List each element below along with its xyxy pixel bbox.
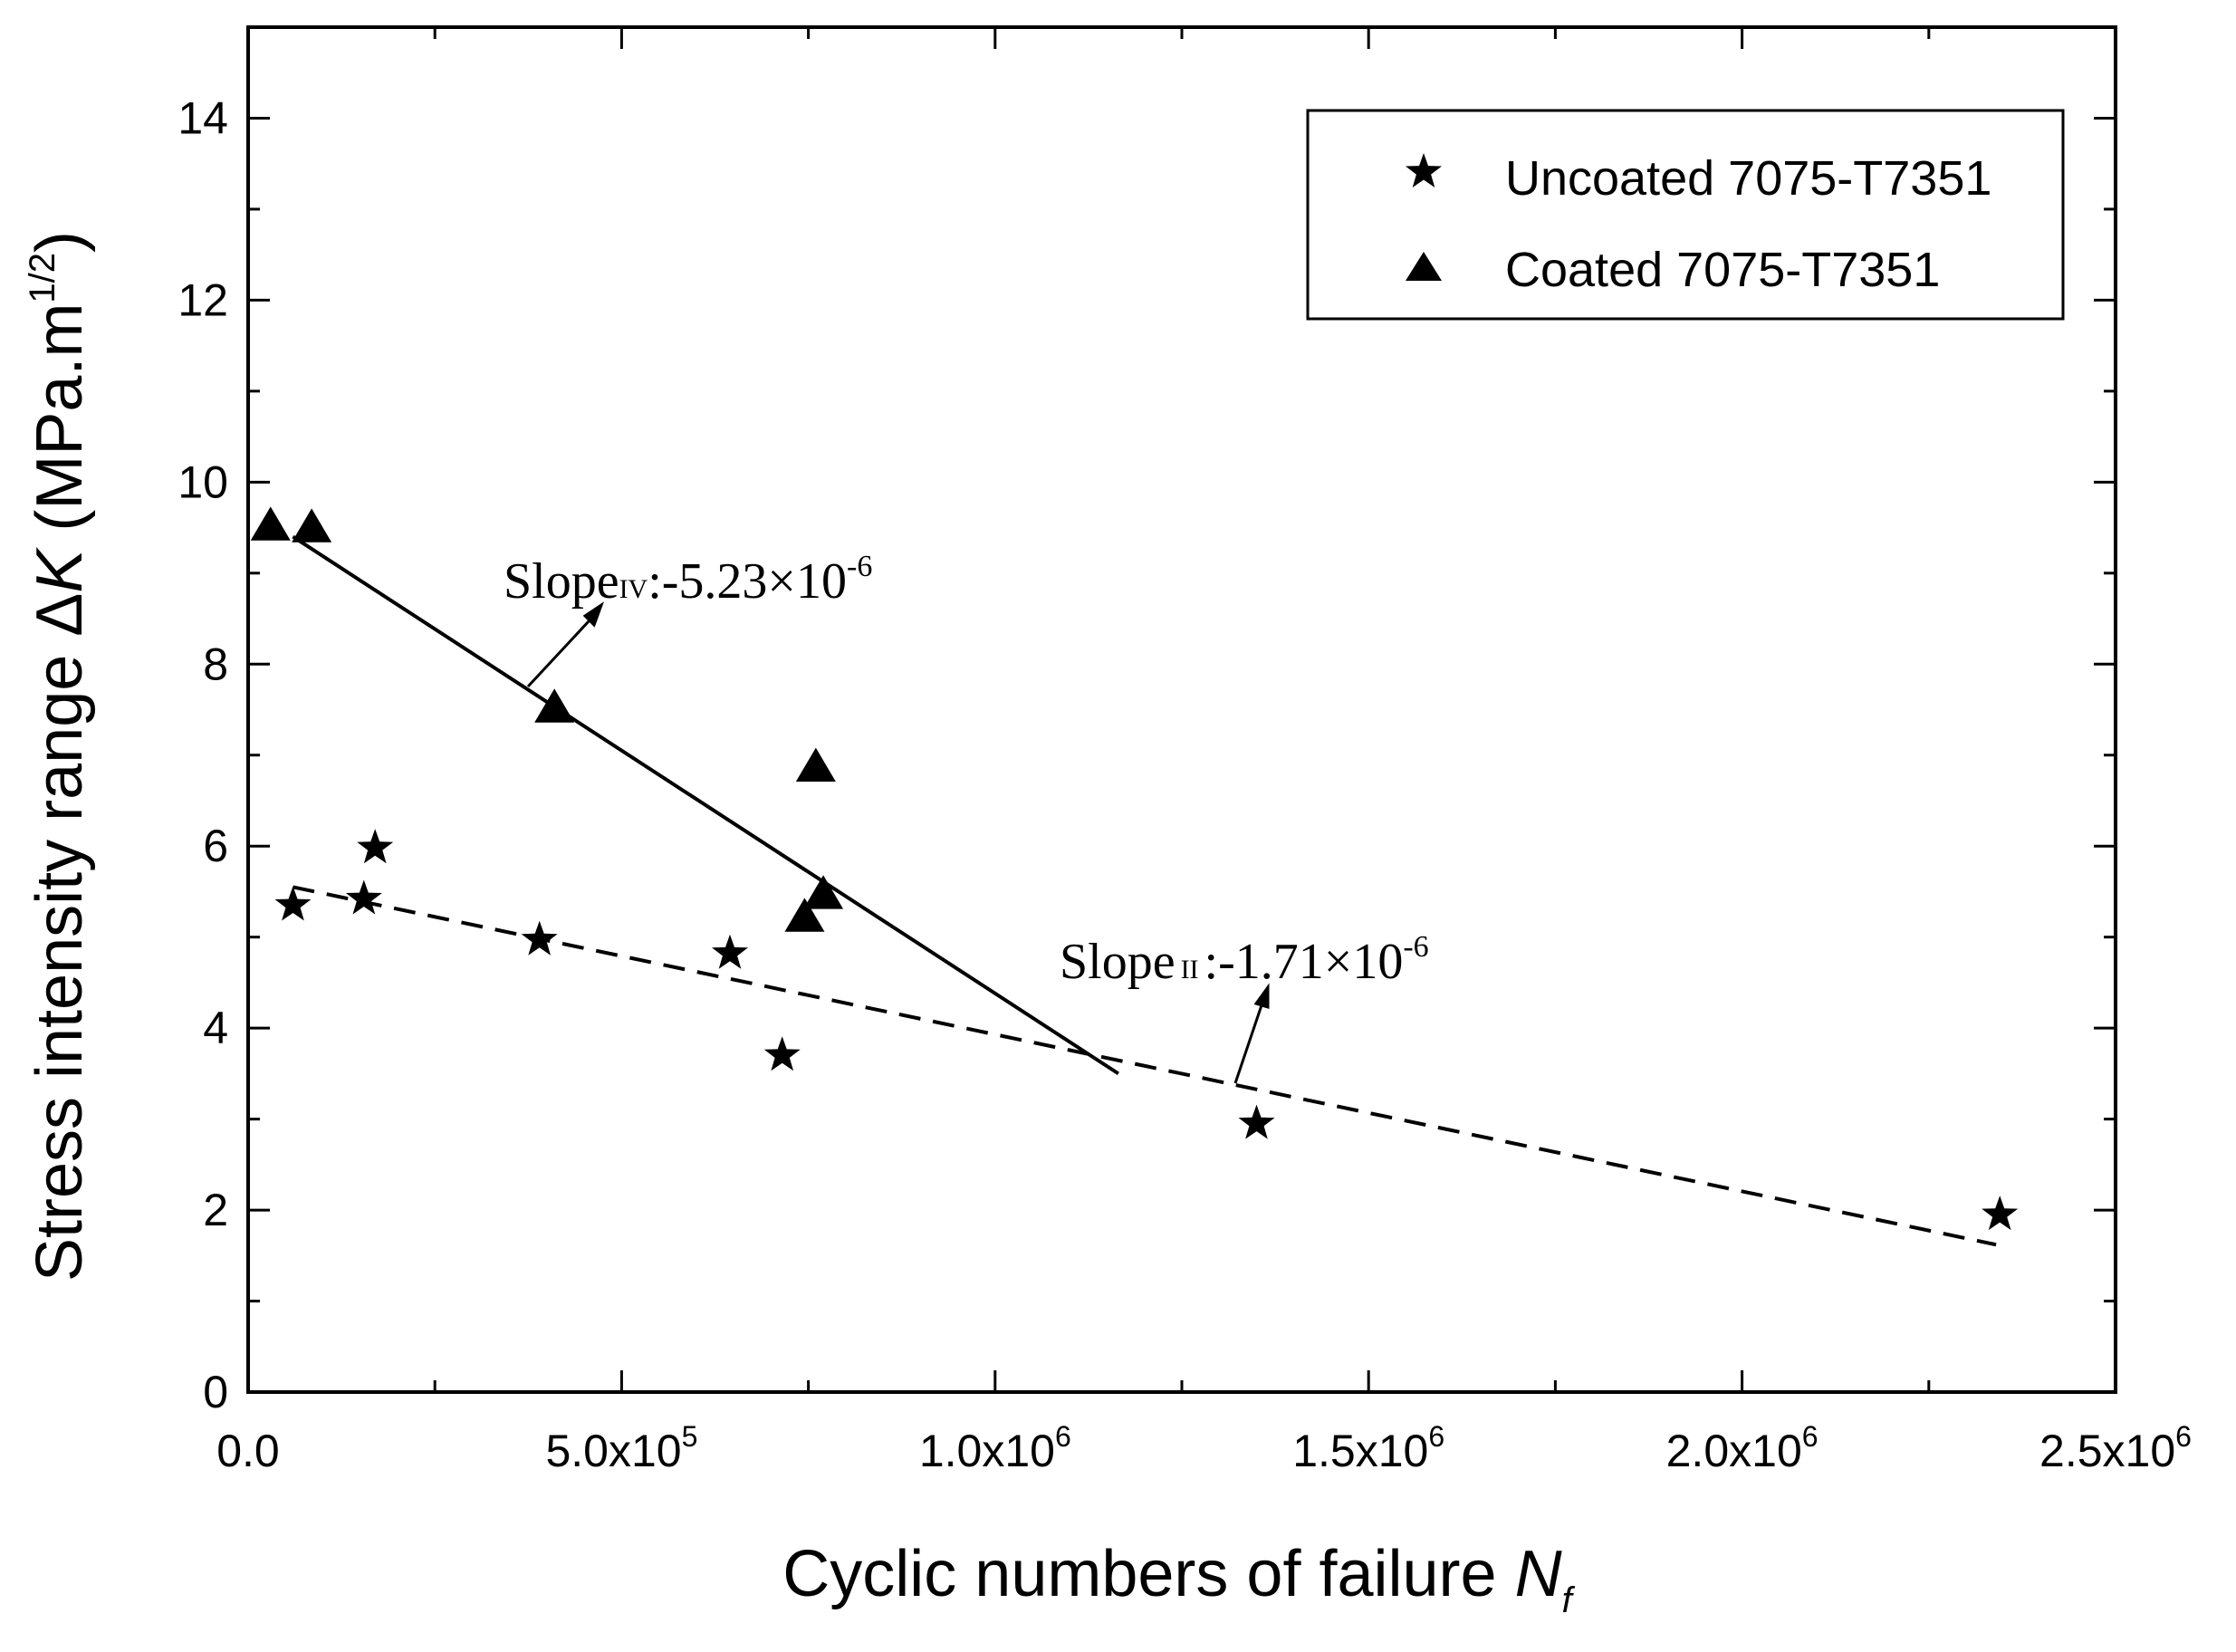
uncoated-star-point bbox=[345, 879, 382, 915]
x-axis-title: Cyclic numbers of failure Nf bbox=[782, 1538, 1575, 1620]
uncoated-star-point bbox=[1238, 1104, 1275, 1139]
y-axis-title: Stress intensity range ΔK (MPa.m1/2) bbox=[23, 231, 96, 1282]
x-tick-label: 1.0x106 bbox=[919, 1420, 1071, 1476]
y-tick-label: 4 bbox=[203, 1003, 228, 1053]
legend-label-coated: Coated 7075-T7351 bbox=[1505, 243, 1940, 297]
x-tick-label: 1.5x106 bbox=[1292, 1420, 1444, 1476]
y-tick-label: 12 bbox=[178, 274, 228, 325]
slope-iv-arrow-head bbox=[582, 601, 604, 628]
uncoated-star-point bbox=[763, 1036, 801, 1071]
tick-labels: 0 2 4 6 8 10 12 14 0.0 5.0x105 1.0x106 1.5x106 2.0x1… bbox=[178, 92, 2192, 1476]
x-tick-label: 2.0x106 bbox=[1666, 1420, 1819, 1476]
legend-triangle-icon bbox=[1406, 252, 1442, 281]
uncoated-star-point bbox=[712, 934, 748, 969]
x-tick-label: 0.0 bbox=[216, 1426, 280, 1476]
slope-ii-arrow-head bbox=[1253, 983, 1270, 1010]
y-tick-label: 2 bbox=[203, 1185, 228, 1235]
y-tick-label: 10 bbox=[178, 456, 228, 507]
uncoated-star-point bbox=[274, 886, 312, 921]
coated-triangle-point bbox=[784, 898, 825, 932]
uncoated-star-point bbox=[521, 920, 558, 956]
x-tick-label: 5.0x105 bbox=[545, 1420, 697, 1476]
slope-ii-annotation: Slope II:-1.71×10-6 bbox=[1060, 930, 1429, 990]
uncoated-star-point bbox=[357, 829, 394, 864]
axis-ticks bbox=[246, 25, 2117, 1394]
coated-triangle-point bbox=[292, 508, 332, 543]
slope-ii-arrow-line bbox=[1233, 1004, 1263, 1084]
y-tick-label: 8 bbox=[203, 639, 228, 689]
slope-iv-arrow-line bbox=[526, 620, 590, 688]
legend-label-uncoated: Uncoated 7075-T7351 bbox=[1505, 151, 1991, 206]
y-tick-label: 6 bbox=[203, 821, 228, 871]
slope-iv-annotation: SlopeIV:-5.23×10-6 bbox=[504, 550, 872, 610]
fit-lines bbox=[292, 534, 1997, 1247]
coated-triangle-point bbox=[250, 506, 291, 541]
annotation-arrows bbox=[526, 601, 1270, 1084]
coated-triangle-point bbox=[795, 747, 836, 783]
y-tick-label: 14 bbox=[178, 92, 228, 143]
legend-box bbox=[1306, 109, 2065, 321]
coated-triangle-point bbox=[534, 688, 575, 723]
x-tick-label: 2.5x106 bbox=[2039, 1420, 2192, 1476]
y-tick-label: 0 bbox=[203, 1367, 228, 1417]
data-markers bbox=[250, 506, 2019, 1231]
uncoated-fit-line bbox=[293, 885, 1997, 1247]
uncoated-star-point bbox=[1982, 1196, 2019, 1231]
legend: Uncoated 7075-T7351 Coated 7075-T7351 bbox=[1306, 109, 2065, 321]
coated-triangle-point bbox=[803, 875, 844, 909]
legend-star-icon bbox=[1406, 153, 1442, 187]
coated-fit-line bbox=[292, 534, 1119, 1076]
